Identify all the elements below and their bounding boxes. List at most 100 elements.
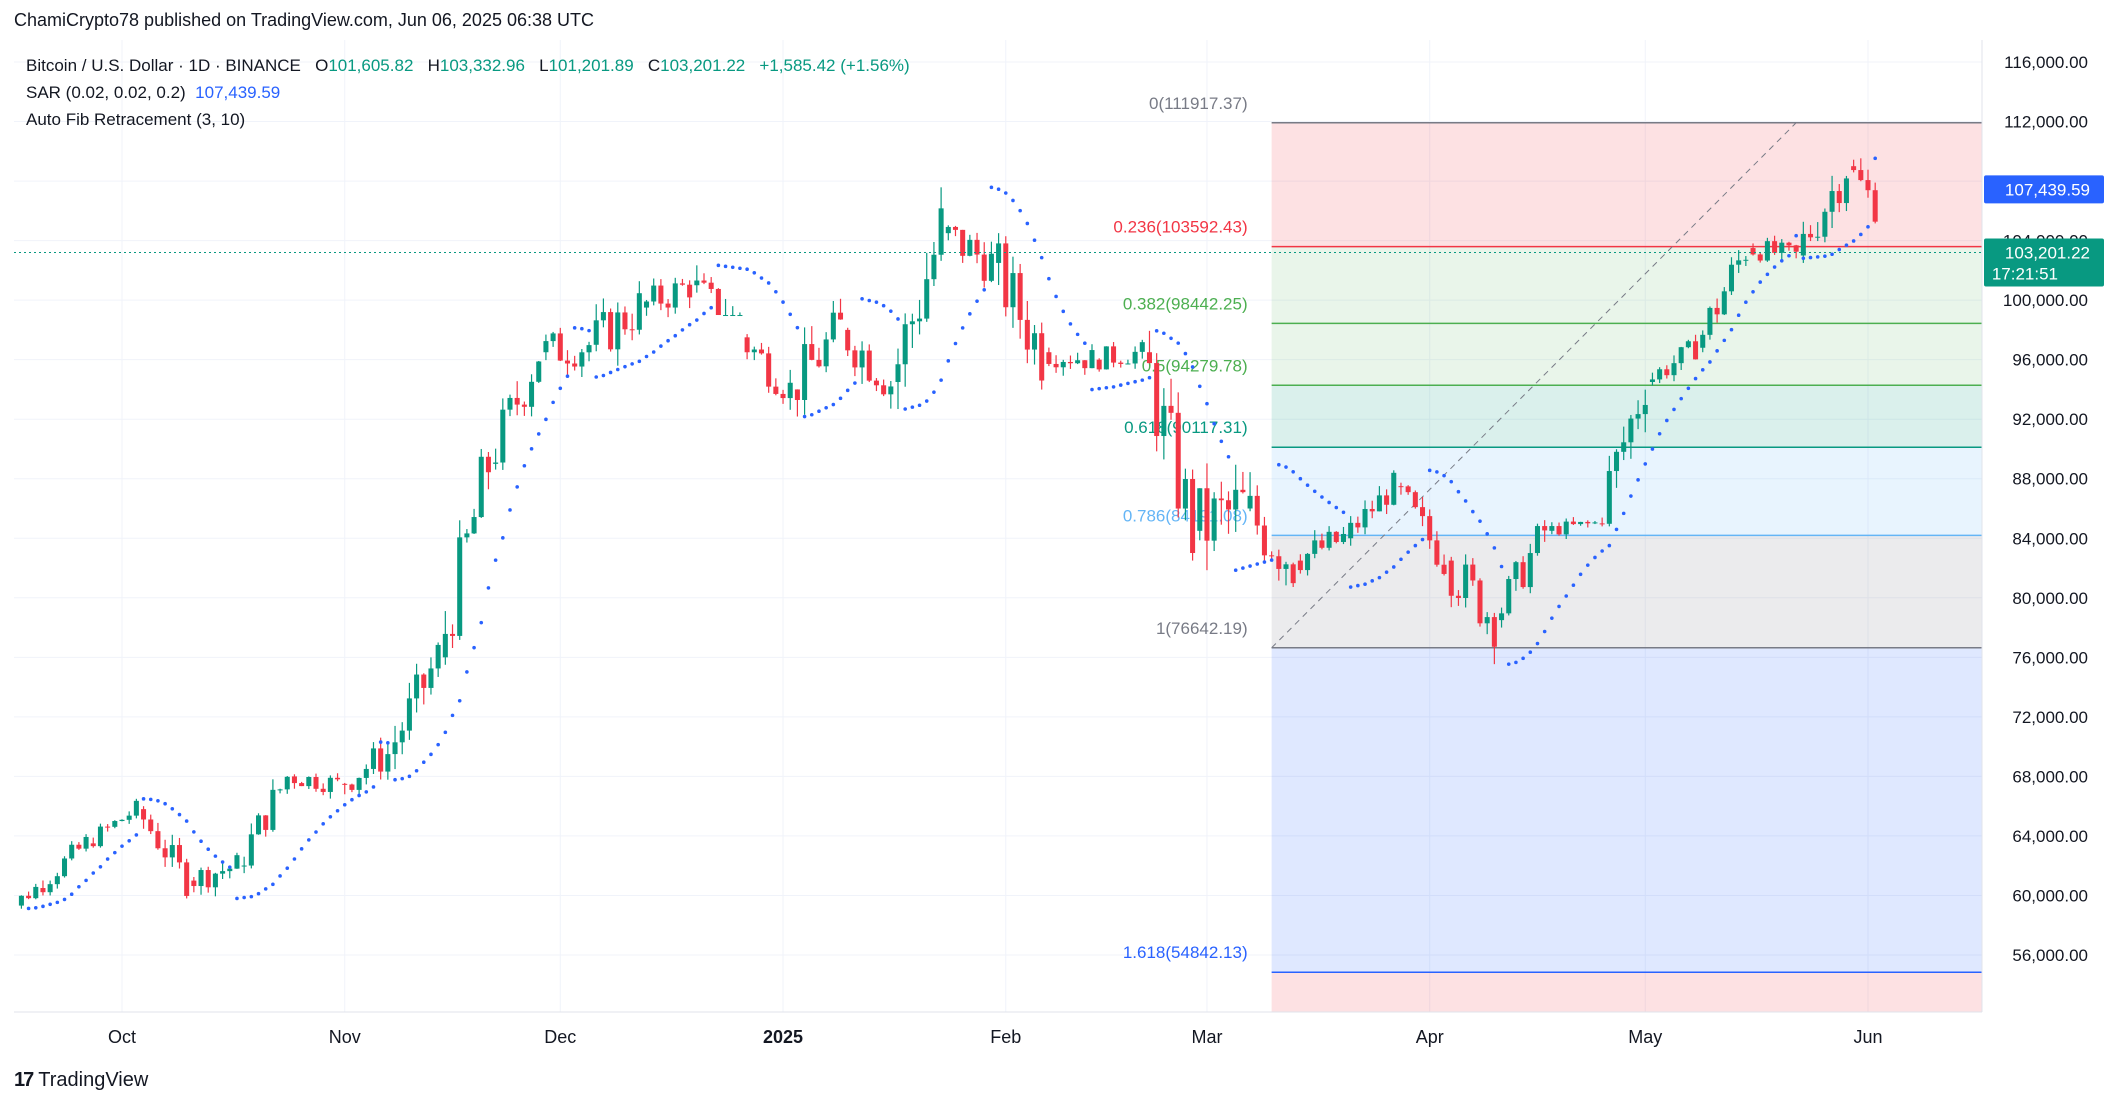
- price-tick-label: 88,000.00: [2012, 470, 2088, 489]
- sar-dot: [752, 270, 757, 275]
- sar-dot: [867, 298, 872, 303]
- candle-body: [1628, 418, 1634, 443]
- sar-dot: [1126, 381, 1130, 386]
- candle-body: [1836, 191, 1842, 204]
- fib-level-label: 0(111917.37): [1149, 94, 1248, 113]
- candle-body: [852, 350, 858, 368]
- sar-dot: [802, 414, 807, 419]
- candle-body: [1118, 362, 1124, 364]
- sar-dot: [120, 844, 124, 848]
- candle-body: [809, 344, 815, 360]
- candle-body: [823, 339, 829, 367]
- sar-dot: [975, 299, 979, 303]
- sar-dot: [1578, 572, 1583, 577]
- sar-dot: [1665, 418, 1669, 423]
- candle-body: [1700, 334, 1706, 348]
- candle-body: [766, 353, 772, 387]
- candle-body: [1125, 363, 1131, 365]
- price-tick-label: 76,000.00: [2012, 648, 2088, 667]
- sar-dot: [163, 801, 167, 806]
- legend-sar-row[interactable]: SAR (0.02, 0.02, 0.2) 107,439.59: [26, 79, 910, 106]
- candle-body: [1570, 521, 1576, 525]
- candle-body: [773, 386, 779, 394]
- price-tick-label: 116,000.00: [2004, 53, 2088, 72]
- sar-dot: [1356, 583, 1360, 588]
- candle-body: [478, 456, 484, 518]
- candle-body: [306, 777, 312, 787]
- sar-dot: [1140, 378, 1145, 382]
- candle-body: [1204, 488, 1210, 541]
- time-tick-label: Apr: [1416, 1027, 1444, 1047]
- fib-band: [1271, 647, 1982, 973]
- sar-dot: [1736, 313, 1741, 318]
- sar-dot: [1478, 519, 1482, 523]
- sar-dot: [1039, 255, 1044, 260]
- candle-body: [536, 361, 542, 382]
- sar-dot: [766, 281, 771, 285]
- sar-dot: [407, 774, 412, 779]
- candle-body: [1326, 531, 1332, 548]
- fib-band: [1271, 447, 1982, 536]
- price-tick-label: 92,000.00: [2012, 410, 2088, 429]
- candle-body: [1312, 540, 1318, 554]
- candle-body: [176, 845, 182, 863]
- sar-dot: [69, 892, 74, 897]
- sar-dot: [1844, 243, 1849, 247]
- candle-body: [1218, 498, 1224, 501]
- candle-body: [485, 456, 491, 473]
- sar-dot: [759, 276, 764, 280]
- candle-body: [1685, 341, 1691, 348]
- candle-body: [1039, 333, 1045, 381]
- candle-body: [1441, 564, 1447, 574]
- candle-body: [557, 333, 563, 361]
- candle-body: [248, 834, 254, 866]
- price-tick-label: 72,000.00: [2012, 708, 2088, 727]
- sar-dot: [594, 375, 599, 379]
- sar-dot: [256, 891, 261, 896]
- legend-fib-row[interactable]: Auto Fib Retracement (3, 10): [26, 106, 910, 133]
- sar-dot: [263, 887, 268, 891]
- sar-dot: [817, 409, 821, 414]
- candle-body: [442, 633, 448, 658]
- fib-trend-line[interactable]: [1271, 122, 1797, 649]
- sar-dot: [853, 381, 857, 385]
- sar-dot: [587, 328, 591, 333]
- candle-body: [514, 397, 520, 405]
- sar-dot: [745, 267, 749, 271]
- candle-body: [1606, 471, 1612, 524]
- sar-dot: [1054, 294, 1058, 299]
- price-tick-label: 112,000.00: [2004, 113, 2088, 132]
- last-price-tag: [1984, 238, 2104, 287]
- price-tick-label: 68,000.00: [2012, 767, 2088, 786]
- candle-body: [572, 363, 578, 367]
- candle-body: [1168, 405, 1174, 413]
- sar-dot: [1801, 256, 1806, 261]
- sar-dot: [1197, 384, 1202, 389]
- sar-dot: [860, 296, 864, 301]
- candle-body: [1542, 526, 1548, 531]
- candle-body: [1448, 560, 1454, 596]
- candle-body: [234, 855, 240, 869]
- sar-dot: [235, 896, 239, 901]
- sar-dot: [1751, 289, 1755, 294]
- candle-body: [1649, 379, 1655, 382]
- candle-body: [672, 283, 678, 308]
- sar-dot: [1377, 575, 1382, 580]
- tradingview-brand[interactable]: 17 TradingView: [14, 1069, 148, 1092]
- candle-body: [54, 876, 60, 885]
- sar-dot: [479, 620, 484, 625]
- sar-dot: [1320, 495, 1324, 499]
- candle-body: [830, 312, 836, 340]
- time-tick-label: Dec: [544, 1027, 576, 1047]
- candle-body: [679, 283, 685, 285]
- candle-body: [938, 208, 944, 255]
- sar-dot: [1305, 483, 1310, 487]
- sar-dot: [529, 447, 534, 451]
- sar-dot: [307, 838, 311, 842]
- sar-dot: [1506, 662, 1511, 666]
- sar-dot: [709, 305, 713, 310]
- sar-dot: [1090, 387, 1094, 392]
- legend-symbol[interactable]: Bitcoin / U.S. Dollar · 1D · BINANCE: [26, 56, 301, 75]
- sar-dot: [62, 897, 67, 902]
